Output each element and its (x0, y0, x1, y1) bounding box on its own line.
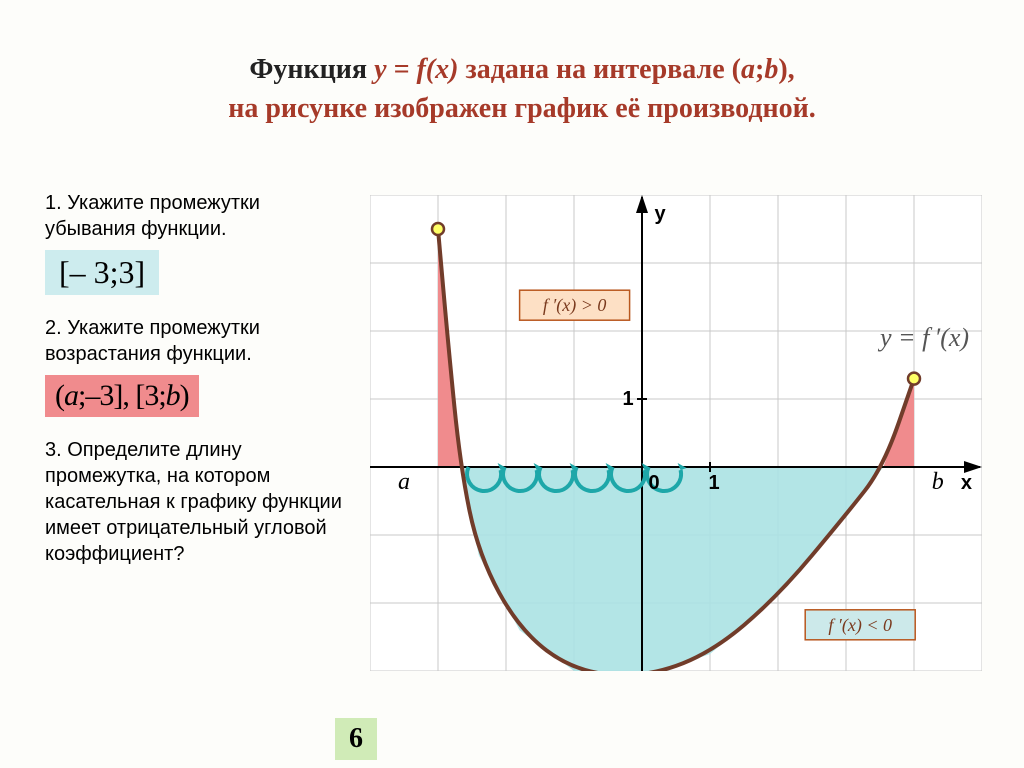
title-p2: задана на интервале (465, 54, 731, 85)
title-p1: Функция (249, 54, 374, 85)
answer-2: (a;–3], [3;b) (45, 375, 199, 417)
svg-text:f ′(x) < 0: f ′(x) < 0 (828, 615, 892, 636)
svg-text:1: 1 (708, 472, 719, 494)
svg-text:0: 0 (648, 472, 659, 494)
title-p3: на рисунке изображен график её производн… (228, 93, 816, 124)
svg-text:x: x (961, 472, 972, 494)
svg-text:a: a (398, 469, 410, 495)
question-3: 3. Определите длину промежутка, на котор… (45, 437, 345, 567)
derivative-chart: y x 0 1 1 a b f ′(x) > 0 f ′(x) < 0 (370, 195, 982, 671)
svg-text:f ′(x) > 0: f ′(x) > 0 (543, 295, 607, 316)
answer-1: [– 3;3] (45, 250, 159, 295)
question-1: 1. Укажите промежутки убывания функции. (45, 190, 345, 242)
title-formula: y = f(x) (374, 54, 458, 85)
svg-text:b: b (932, 469, 944, 495)
right-formula: y = f ′(x) (880, 323, 969, 353)
question-2: 2. Укажите промежутки возрастания функци… (45, 315, 345, 367)
svg-text:1: 1 (622, 388, 633, 410)
answer-3: 6 (335, 718, 377, 760)
title-interval: (a;b) (732, 54, 788, 85)
svg-text:y: y (654, 203, 666, 225)
